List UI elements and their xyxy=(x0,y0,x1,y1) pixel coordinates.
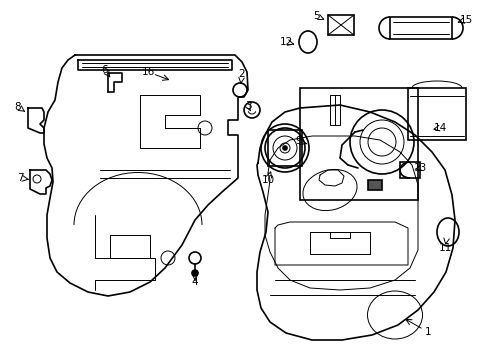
Text: 1: 1 xyxy=(424,327,430,337)
Text: 15: 15 xyxy=(458,15,472,25)
Text: 4: 4 xyxy=(191,277,198,287)
Text: 10: 10 xyxy=(261,175,274,185)
Text: 13: 13 xyxy=(412,163,426,173)
Text: 16: 16 xyxy=(141,67,154,77)
Bar xyxy=(329,95,339,125)
Bar xyxy=(267,130,302,166)
Text: 8: 8 xyxy=(15,102,21,112)
Text: 12: 12 xyxy=(279,37,292,47)
Text: 6: 6 xyxy=(102,65,108,75)
Text: 7: 7 xyxy=(17,173,23,183)
Text: 11: 11 xyxy=(437,243,451,253)
Circle shape xyxy=(192,270,198,276)
Bar xyxy=(327,15,353,35)
Bar xyxy=(399,162,419,178)
Bar xyxy=(389,17,451,39)
Text: 2: 2 xyxy=(238,69,245,79)
Text: 9: 9 xyxy=(295,136,302,146)
Circle shape xyxy=(283,146,286,150)
Bar xyxy=(367,180,381,190)
Bar xyxy=(299,88,417,200)
Text: 5: 5 xyxy=(312,11,319,21)
Text: 3: 3 xyxy=(244,101,251,111)
Text: 14: 14 xyxy=(432,123,446,133)
Bar xyxy=(407,88,465,140)
